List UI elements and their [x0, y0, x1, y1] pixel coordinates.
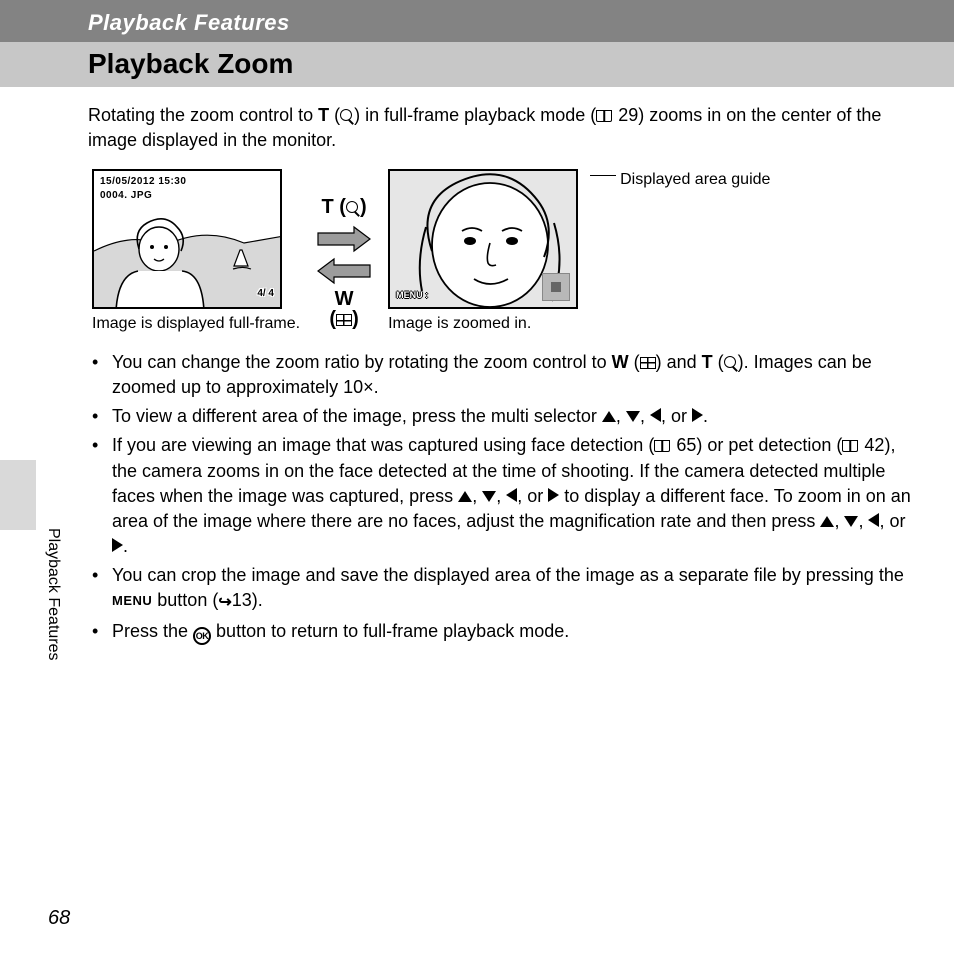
text: 65) or pet detection ( [671, 435, 842, 455]
magnify-icon [724, 356, 738, 370]
intro-paragraph: Rotating the zoom control to T () in ful… [88, 103, 918, 153]
w-label: W() [329, 289, 358, 329]
up-icon [458, 491, 472, 502]
magnify-icon [346, 201, 360, 215]
list-item: You can crop the image and save the disp… [112, 563, 918, 615]
ok-icon: OK [193, 627, 211, 645]
text: , [834, 511, 844, 531]
down-icon [626, 411, 640, 422]
arrow-right-icon [316, 225, 372, 253]
text: , [858, 511, 868, 531]
left-icon [650, 408, 661, 422]
text: ( [629, 352, 640, 372]
w-text: W [335, 288, 354, 310]
text: . [123, 536, 128, 556]
right-icon [692, 408, 703, 422]
arrow-left-icon [316, 257, 372, 285]
text: Press the [112, 621, 193, 641]
page-number: 68 [48, 907, 70, 930]
menu-glyph: MENU [112, 593, 152, 608]
panel2-caption: Image is zoomed in. [388, 313, 578, 335]
t-glyph: T [318, 105, 329, 125]
sigma-icon: ↪ [218, 594, 231, 611]
w-glyph: W [612, 352, 629, 372]
text: , [616, 406, 626, 426]
panel2-menu-overlay: MENU : [396, 289, 428, 302]
right-icon [112, 538, 123, 552]
guide-column: Displayed area guide [590, 169, 770, 197]
t-text: T [322, 196, 334, 218]
left-icon [506, 488, 517, 502]
arrows-column: T () W() [312, 169, 376, 329]
list-item: You can change the zoom ratio by rotatin… [112, 350, 918, 400]
book-icon [842, 440, 858, 452]
up-icon [602, 411, 616, 422]
text: , or [879, 511, 905, 531]
list-item: To view a different area of the image, p… [112, 404, 918, 429]
text: , [640, 406, 650, 426]
t-glyph: T [702, 352, 713, 372]
text: You can change the zoom ratio by rotatin… [112, 352, 612, 372]
panel-full-frame: 15/05/2012 15:30 0004. JPG 4/ 4 [92, 169, 282, 309]
date-text: 15/05/2012 15:30 [100, 175, 186, 189]
text: To view a different area of the image, p… [112, 406, 602, 426]
panel1-counter: 4/ 4 [257, 287, 274, 301]
grid-icon [640, 357, 656, 369]
panel1-date: 15/05/2012 15:30 0004. JPG [100, 175, 186, 203]
side-section-label: Playback Features [44, 528, 62, 661]
page-title: Playback Zoom [0, 42, 954, 87]
right-icon [548, 488, 559, 502]
down-icon [482, 491, 496, 502]
text: , [472, 486, 482, 506]
text: . [703, 406, 708, 426]
text: in full-frame playback mode ( [365, 105, 596, 125]
left-icon [868, 513, 879, 527]
t-label: T () [322, 193, 367, 221]
magnify-icon [340, 109, 354, 123]
list-item: Press the OK button to return to full-fr… [112, 619, 918, 645]
guide-label: Displayed area guide [620, 169, 770, 191]
file-text: 0004. JPG [100, 189, 186, 203]
panel1-column: 15/05/2012 15:30 0004. JPG 4/ 4 Image is… [92, 169, 300, 335]
section-header: Playback Features [0, 0, 954, 42]
text: ) and [656, 352, 702, 372]
down-icon [844, 516, 858, 527]
text: Rotating the zoom control to [88, 105, 318, 125]
text: If you are viewing an image that was cap… [112, 435, 654, 455]
text: button to return to full-frame playback … [211, 621, 569, 641]
text: , or [517, 486, 548, 506]
book-icon [596, 110, 612, 122]
bullet-list: You can change the zoom ratio by rotatin… [88, 350, 918, 645]
grid-icon [336, 314, 352, 326]
content-area: Rotating the zoom control to T () in ful… [0, 87, 954, 645]
text: ( [713, 352, 724, 372]
figure-row: 15/05/2012 15:30 0004. JPG 4/ 4 Image is… [92, 169, 918, 335]
text: ) [354, 105, 365, 125]
text: 13). [232, 590, 263, 610]
text: ( [329, 105, 340, 125]
text: You can crop the image and save the disp… [112, 565, 904, 585]
panel2-column: MENU : Image is zoomed in. [388, 169, 578, 335]
text: , or [661, 406, 692, 426]
panel1-caption: Image is displayed full-frame. [92, 313, 300, 335]
side-tab [0, 460, 36, 530]
book-icon [654, 440, 670, 452]
panel-zoomed: MENU : [388, 169, 578, 309]
text: button ( [152, 590, 218, 610]
nav-guide-box [542, 273, 570, 301]
up-icon [820, 516, 834, 527]
callout-line [590, 175, 616, 176]
list-item: If you are viewing an image that was cap… [112, 433, 918, 559]
text: , [496, 486, 506, 506]
